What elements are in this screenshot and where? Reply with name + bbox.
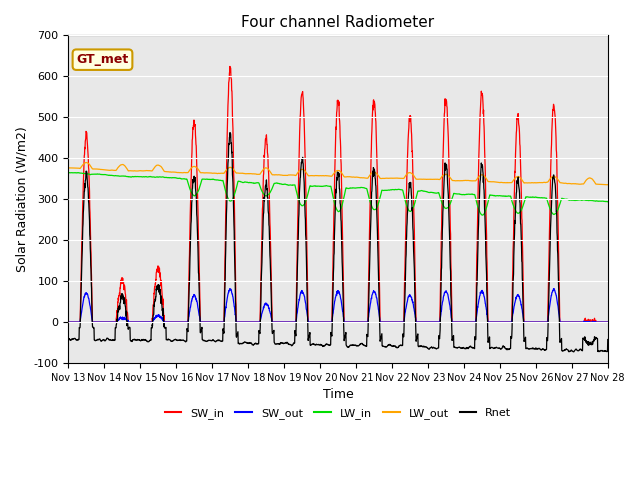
Y-axis label: Solar Radiation (W/m2): Solar Radiation (W/m2) <box>15 126 28 272</box>
Text: GT_met: GT_met <box>76 53 129 66</box>
Legend: SW_in, SW_out, LW_in, LW_out, Rnet: SW_in, SW_out, LW_in, LW_out, Rnet <box>160 403 516 423</box>
X-axis label: Time: Time <box>323 388 353 401</box>
Title: Four channel Radiometer: Four channel Radiometer <box>241 15 435 30</box>
